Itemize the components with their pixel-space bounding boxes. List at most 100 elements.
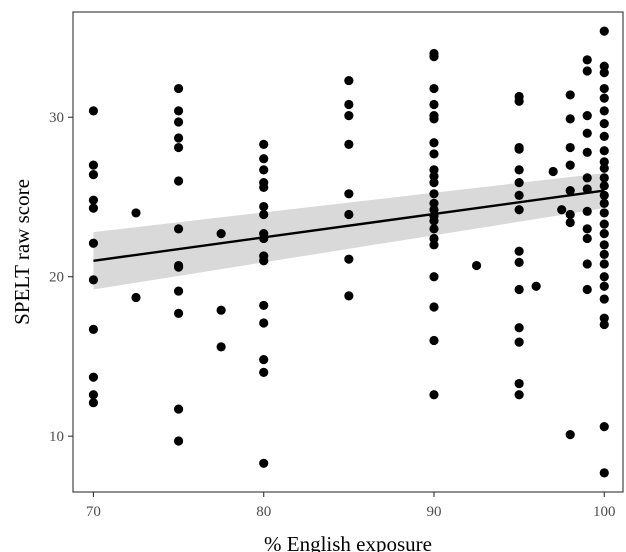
data-point — [259, 367, 269, 377]
data-point — [582, 284, 592, 295]
data-point — [173, 176, 184, 186]
y-tick-label: 30 — [49, 110, 64, 126]
data-point — [131, 208, 141, 218]
data-point — [429, 114, 439, 124]
confidence-band-layer — [93, 173, 605, 290]
data-point — [173, 142, 184, 153]
data-point — [131, 292, 141, 303]
y-tick-label: 10 — [49, 429, 64, 445]
data-point — [565, 186, 575, 196]
data-point — [88, 275, 99, 285]
data-point — [429, 149, 439, 159]
data-point — [259, 209, 269, 220]
data-point — [216, 305, 226, 315]
data-point — [565, 209, 575, 220]
data-point — [599, 229, 609, 239]
data-point — [599, 198, 609, 208]
data-point — [582, 55, 592, 65]
data-point — [259, 256, 269, 266]
data-point — [514, 378, 524, 389]
data-point — [216, 342, 226, 352]
data-point — [88, 372, 99, 382]
data-point — [173, 436, 184, 446]
data-point — [514, 390, 524, 400]
data-point — [259, 233, 269, 244]
data-point — [429, 272, 439, 282]
data-point — [429, 52, 439, 62]
data-point — [429, 233, 439, 244]
data-point — [88, 203, 99, 213]
data-point — [173, 308, 184, 318]
data-point — [599, 106, 609, 116]
data-point — [599, 93, 609, 103]
data-point — [429, 216, 439, 226]
data-point — [582, 184, 592, 194]
data-point — [599, 468, 609, 478]
data-point — [88, 106, 99, 116]
x-axis-title: % English exposure — [264, 532, 432, 552]
points-layer — [88, 26, 609, 478]
y-axis-title: SPELT raw score — [10, 179, 34, 325]
data-point — [429, 224, 439, 234]
data-point — [429, 240, 439, 250]
x-tick-label: 90 — [426, 504, 441, 520]
data-point — [582, 259, 592, 269]
data-point — [429, 138, 439, 148]
data-point — [565, 142, 575, 153]
data-point — [173, 106, 184, 116]
data-point — [429, 171, 439, 181]
data-point — [599, 313, 609, 323]
data-point — [514, 96, 524, 106]
y-tick-label: 20 — [49, 270, 64, 286]
data-point — [599, 61, 609, 71]
data-point — [173, 224, 184, 234]
data-point — [565, 90, 575, 100]
data-point — [216, 229, 226, 239]
data-point — [344, 254, 354, 264]
data-point — [471, 260, 482, 271]
data-point — [259, 165, 269, 175]
data-point — [599, 249, 609, 259]
data-point — [173, 404, 184, 414]
x-tick-label: 100 — [593, 504, 616, 520]
data-point — [599, 219, 609, 229]
x-tick-label: 70 — [86, 504, 101, 520]
data-point — [514, 323, 524, 333]
data-point — [173, 83, 184, 94]
data-point — [599, 157, 609, 167]
data-point — [259, 318, 269, 328]
x-axis: 70 80 90 100 — [86, 492, 616, 520]
data-point — [599, 181, 609, 191]
data-point — [599, 240, 609, 250]
data-point — [259, 201, 269, 212]
data-point — [582, 206, 592, 216]
data-point — [88, 390, 99, 400]
data-point — [344, 209, 354, 220]
data-point — [557, 205, 567, 215]
data-point — [599, 146, 609, 156]
data-point — [429, 178, 439, 188]
data-point — [599, 173, 609, 183]
data-point — [429, 83, 439, 94]
data-point — [259, 355, 269, 365]
data-point — [514, 257, 524, 267]
data-point — [259, 300, 269, 311]
data-point — [582, 147, 592, 157]
data-point — [514, 284, 524, 295]
data-point — [599, 190, 609, 200]
data-point — [88, 398, 99, 408]
data-point — [565, 217, 575, 228]
data-point — [548, 166, 558, 177]
data-point — [88, 238, 99, 248]
data-point — [565, 160, 575, 170]
data-point — [344, 111, 354, 121]
data-point — [429, 165, 439, 175]
data-point — [259, 139, 269, 149]
data-point — [599, 131, 609, 141]
fit-line-layer — [93, 189, 605, 262]
regression-line — [93, 189, 605, 262]
data-point — [88, 170, 99, 180]
data-point — [514, 144, 524, 154]
data-point — [599, 422, 609, 432]
